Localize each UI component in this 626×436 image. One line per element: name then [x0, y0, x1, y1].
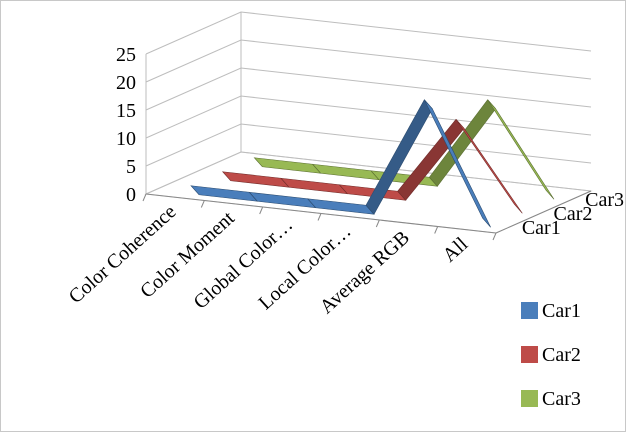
gridline: [146, 124, 591, 166]
gridline: [146, 68, 591, 110]
legend-swatch: [521, 390, 538, 407]
ribbon-segment: [281, 178, 347, 194]
y-tick-label: 20: [116, 72, 136, 94]
ribbon-segment: [308, 199, 374, 215]
gridline: [146, 12, 591, 54]
x-tick: [318, 214, 321, 221]
x-tick: [435, 227, 438, 234]
y-tick-label: 25: [116, 44, 136, 66]
legend-item-car1: Car1: [521, 300, 581, 322]
x-tick-label: All: [438, 233, 472, 267]
ribbon-segment: [249, 192, 315, 208]
ribbon-segment: [223, 172, 289, 188]
depth-tick-label: Car3: [585, 189, 624, 211]
y-tick-label: 15: [116, 100, 136, 122]
x-tick: [143, 194, 146, 201]
gridline: [146, 96, 591, 138]
y-tick-label: 10: [116, 128, 136, 150]
ribbon-segment: [488, 100, 554, 200]
gridlines: [146, 12, 591, 194]
legend-label: Car3: [542, 388, 581, 410]
ribbon-segment: [456, 119, 522, 213]
legend: Car1 Car2 Car3: [521, 300, 581, 410]
x-tick: [376, 220, 379, 227]
legend-swatch: [521, 302, 538, 319]
legend-label: Car2: [542, 344, 581, 366]
legend-item-car2: Car2: [521, 344, 581, 366]
x-tick-label: Color Coherence: [65, 201, 181, 308]
gridline: [146, 40, 591, 82]
legend-swatch: [521, 346, 538, 363]
y-tick-label: 0: [126, 184, 136, 206]
x-tick: [260, 207, 263, 214]
y-tick-label: 5: [126, 156, 136, 178]
x-tick: [493, 233, 496, 240]
series-ribbons: [191, 100, 554, 228]
x-tick: [201, 201, 204, 208]
legend-item-car3: Car3: [521, 388, 581, 410]
legend-label: Car1: [542, 300, 581, 322]
ribbon-segment: [191, 186, 257, 202]
